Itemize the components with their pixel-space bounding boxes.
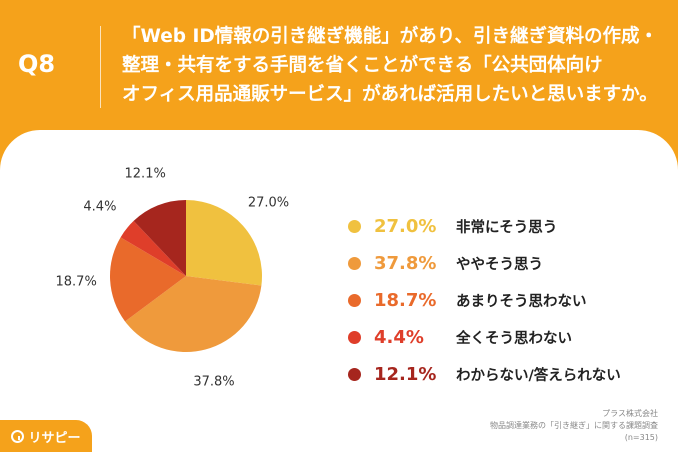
pie-slice-4 <box>120 220 186 276</box>
pie-slice-1 <box>186 200 263 286</box>
legend-label-5: わからない/答えられない <box>456 368 621 384</box>
legend-label-3: あまりそう思わない <box>456 294 587 310</box>
credit-company: プラス株式会社 <box>602 409 658 418</box>
legend-swatch-4 <box>348 331 361 344</box>
chart-legend: 27.0% 非常にそう思う 37.8% ややそう思う 18.7% あまりそう思わない 4.4… <box>348 208 621 393</box>
question-number: Q8 <box>18 50 56 78</box>
legend-value-4: 4.4% <box>374 327 424 348</box>
chart-panel: 27.0% 37.8% 18.7% 4.4% 12.1% 27.0% 非常にそう思う 37.… <box>0 130 678 452</box>
legend-label-4: 全くそう思わない <box>456 331 572 347</box>
pie-chart <box>110 200 263 353</box>
legend-swatch-3 <box>348 294 361 307</box>
pie-slice-label-4: 4.4% <box>83 199 117 215</box>
pie-slice-label-1: 27.0% <box>247 195 290 211</box>
pie-slice-label-5: 12.1% <box>124 166 166 182</box>
question-line-2: 整理・共有をする手間を省くことができる「公共団体向け <box>122 55 603 76</box>
credit-survey: 物品調達業務の「引き継ぎ」に関する課題調査 <box>490 421 658 430</box>
pie-slice-2 <box>125 276 262 353</box>
legend-value-5: 12.1% <box>374 364 437 385</box>
legend-swatch-2 <box>348 257 361 270</box>
legend-swatch-5 <box>348 368 361 381</box>
legend-item-1: 27.0% 非常にそう思う <box>348 208 621 245</box>
header-divider <box>100 26 101 108</box>
question-text: 「Web ID情報の引き継ぎ機能」があり、引き継ぎ資料の作成・ 整理・共有をする… <box>122 22 662 109</box>
credit-sample-size: (n=315) <box>624 433 658 442</box>
source-credit: プラス株式会社 物品調達業務の「引き継ぎ」に関する課題調査 (n=315) <box>490 408 658 444</box>
legend-value-1: 27.0% <box>374 216 437 237</box>
legend-item-2: 37.8% ややそう思う <box>348 245 621 282</box>
logo-text: リサピー <box>28 430 81 446</box>
legend-item-5: 12.1% わからない/答えられない <box>348 356 621 393</box>
pie-slice-label-3: 18.7% <box>55 274 97 290</box>
question-line-1: 「Web ID情報の引き継ぎ機能」があり、引き継ぎ資料の作成・ <box>122 26 658 47</box>
risapi-logo: リサピー <box>0 420 92 452</box>
legend-item-3: 18.7% あまりそう思わない <box>348 282 621 319</box>
question-header: Q8 「Web ID情報の引き継ぎ機能」があり、引き継ぎ資料の作成・ 整理・共有… <box>0 0 678 130</box>
pie-slice-3 <box>110 237 186 322</box>
legend-label-2: ややそう思う <box>456 257 543 273</box>
pie-slice-label-2: 37.8% <box>193 374 235 390</box>
magnifier-icon <box>11 429 25 443</box>
legend-value-3: 18.7% <box>374 290 437 311</box>
legend-label-1: 非常にそう思う <box>456 220 558 236</box>
pie-slice-5 <box>133 200 186 276</box>
legend-value-2: 37.8% <box>374 253 437 274</box>
legend-swatch-1 <box>348 220 361 233</box>
question-line-3: オフィス用品通販サービス」があれば活用したいと思いますか。 <box>122 84 658 105</box>
legend-item-4: 4.4% 全くそう思わない <box>348 319 621 356</box>
